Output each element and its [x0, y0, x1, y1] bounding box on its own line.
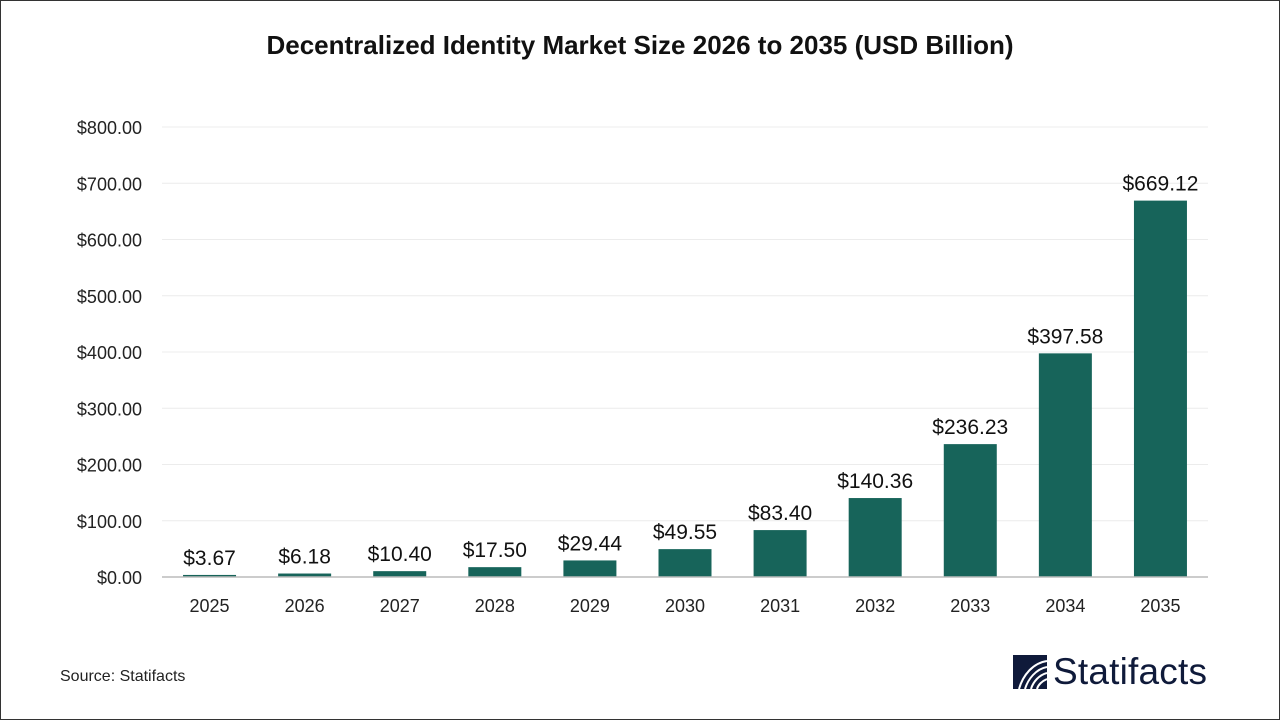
bar	[848, 498, 902, 577]
logo-text: Statifacts	[1053, 651, 1208, 692]
source-note: Source: Statifacts	[60, 668, 186, 685]
bar	[278, 573, 332, 577]
y-tick-label: $700.00	[77, 174, 142, 194]
x-tick-label: 2029	[570, 596, 610, 616]
data-label: $140.36	[837, 470, 913, 493]
bar	[658, 549, 712, 577]
statifacts-logo: Statifacts	[1013, 651, 1207, 693]
bar	[563, 560, 617, 577]
data-label: $83.40	[748, 502, 812, 525]
data-label: $49.55	[653, 521, 717, 544]
x-tick-label: 2028	[475, 596, 515, 616]
data-label: $397.58	[1027, 325, 1103, 348]
x-tick-label: 2035	[1140, 596, 1180, 616]
x-tick-label: 2025	[190, 596, 230, 616]
bar	[753, 530, 807, 577]
data-label: $10.40	[368, 543, 432, 566]
data-label: $29.44	[558, 532, 623, 555]
x-tick-label: 2034	[1045, 596, 1085, 616]
data-label: $6.18	[278, 546, 331, 569]
y-tick-label: $800.00	[77, 118, 142, 138]
bar	[1133, 200, 1187, 577]
x-tick-label: 2030	[665, 596, 705, 616]
x-tick-label: 2032	[855, 596, 895, 616]
y-tick-label: $600.00	[77, 231, 142, 251]
bar	[1038, 353, 1092, 577]
y-tick-label: $100.00	[77, 512, 142, 532]
data-label: $17.50	[463, 539, 527, 562]
y-tick-label: $0.00	[97, 568, 142, 588]
bar	[468, 567, 522, 577]
y-tick-label: $400.00	[77, 343, 142, 363]
x-tick-label: 2031	[760, 596, 800, 616]
bar	[943, 444, 997, 577]
data-label: $669.12	[1122, 173, 1198, 196]
bar	[183, 574, 237, 577]
x-tick-label: 2033	[950, 596, 990, 616]
bar	[373, 571, 427, 577]
y-tick-label: $300.00	[77, 399, 142, 419]
x-tick-label: 2026	[285, 596, 325, 616]
data-label: $3.67	[183, 547, 236, 570]
chart-title: Decentralized Identity Market Size 2026 …	[266, 30, 1014, 60]
data-label: $236.23	[932, 416, 1008, 439]
x-tick-label: 2027	[380, 596, 420, 616]
y-tick-label: $500.00	[77, 287, 142, 307]
y-tick-label: $200.00	[77, 456, 142, 476]
statifacts-logo-icon	[1013, 655, 1047, 689]
